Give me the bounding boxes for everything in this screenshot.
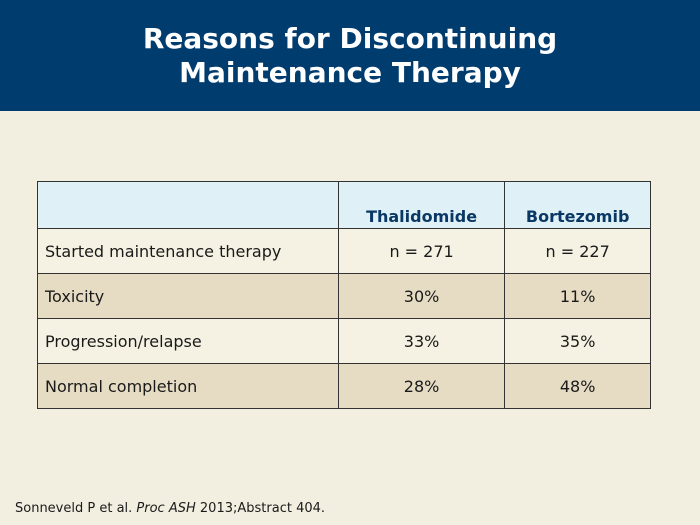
slide-title-line-2: Maintenance Therapy <box>179 56 521 89</box>
header-cell-bortezomib: Bortezomib <box>504 181 651 229</box>
bortezomib-value: 48% <box>504 363 651 409</box>
table-row: Normal completion 28% 48% <box>37 363 651 409</box>
thalidomide-value: 28% <box>337 363 506 409</box>
row-label: Toxicity <box>37 273 339 319</box>
citation-authors: Sonneveld P et al. <box>15 501 133 516</box>
bortezomib-value: 35% <box>504 318 651 364</box>
table-row: Started maintenance therapy n = 271 n = … <box>37 228 651 274</box>
citation-details: 2013;Abstract 404. <box>199 501 326 516</box>
table-header-row: Thalidomide Bortezomib <box>37 181 651 229</box>
row-label: Progression/relapse <box>37 318 339 364</box>
bortezomib-value: 11% <box>504 273 651 319</box>
thalidomide-value: 30% <box>337 273 506 319</box>
header-cell-thalidomide: Thalidomide <box>337 181 506 229</box>
thalidomide-value: 33% <box>337 318 506 364</box>
bortezomib-value: n = 227 <box>504 228 651 274</box>
table-row: Toxicity 30% 11% <box>37 273 651 319</box>
slide-title-line-1: Reasons for Discontinuing <box>142 22 558 55</box>
title-bar <box>0 0 700 111</box>
citation: Sonneveld P et al. Proc ASH 2013;Abstrac… <box>15 501 325 516</box>
header-cell-empty <box>37 181 339 229</box>
citation-journal: Proc ASH <box>136 501 196 516</box>
slide-title: Reasons for Discontinuing Maintenance Th… <box>0 22 700 90</box>
table-row: Progression/relapse 33% 35% <box>37 318 651 364</box>
row-label: Normal completion <box>37 363 339 409</box>
thalidomide-value: n = 271 <box>337 228 506 274</box>
row-label: Started maintenance therapy <box>37 228 339 274</box>
discontinuation-table: Thalidomide Bortezomib Started maintenan… <box>37 181 651 409</box>
